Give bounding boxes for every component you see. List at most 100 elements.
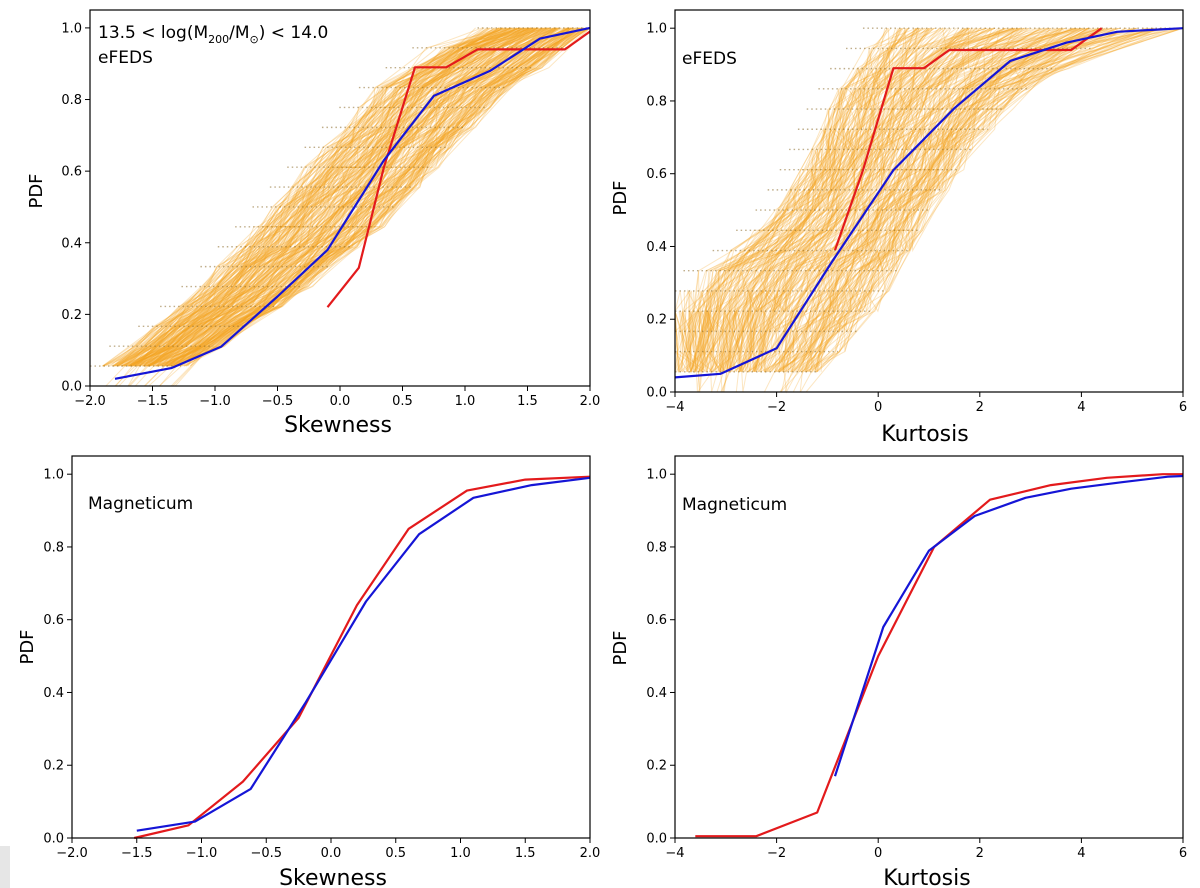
realization-line [808, 27, 1164, 373]
realization-line [115, 27, 500, 387]
realization-line [707, 27, 926, 372]
realization-line [183, 27, 589, 367]
realization-line [797, 27, 1137, 373]
realization-line [783, 27, 1073, 372]
realization-line [700, 27, 985, 373]
realization-line [116, 27, 476, 367]
realization-line [170, 27, 586, 367]
realization-line [107, 27, 505, 367]
realization-line [674, 27, 917, 372]
realization-line [698, 27, 951, 372]
realization-line [156, 27, 559, 367]
realization-line [136, 27, 530, 367]
realization-line [777, 27, 1089, 373]
realization-line [798, 27, 1051, 373]
realization-line [124, 27, 537, 367]
realization-line [163, 27, 560, 367]
realization-line [675, 28, 896, 373]
y-tick-label: 0.6 [646, 167, 667, 182]
realization-line [143, 27, 557, 387]
realization-line [117, 27, 484, 367]
realization-line [699, 27, 930, 372]
x-tick-label: −1.0 [186, 846, 218, 861]
realization-line [131, 27, 532, 367]
realization-line [771, 27, 1090, 373]
realization-line [775, 27, 1082, 372]
y-tick-label: 0.6 [646, 613, 667, 628]
realization-line [175, 27, 591, 367]
realization-line [116, 27, 501, 367]
realization-line [148, 27, 555, 367]
realization-line [128, 27, 530, 367]
panel-label: Magneticum [682, 495, 787, 515]
realization-line [765, 27, 1062, 373]
x-tick-label: 1.0 [455, 394, 476, 409]
realization-line [189, 27, 588, 367]
realization-line [816, 27, 1161, 372]
realization-line [121, 27, 504, 367]
realization-line [714, 27, 970, 372]
realization-line [128, 27, 549, 367]
realization-line [167, 27, 570, 367]
realization-line [166, 27, 585, 367]
realization-line [752, 27, 1077, 373]
realization-line [139, 27, 520, 367]
realization-line [736, 27, 1022, 373]
realization-line [130, 27, 507, 367]
realization-line [165, 27, 582, 367]
realization-line [690, 27, 978, 372]
realization-line [679, 27, 904, 372]
realization-line [760, 27, 1033, 372]
realization-line [751, 27, 1073, 373]
realization-line [137, 27, 522, 367]
realization-line [781, 27, 1091, 373]
realization-line [124, 27, 527, 367]
series-line-model [114, 26, 591, 380]
realization-line [143, 27, 533, 367]
realization-line [179, 27, 583, 367]
realization-line [728, 27, 949, 372]
page-edge-artifact [0, 846, 10, 888]
realization-line [709, 27, 940, 372]
realization-line [128, 27, 526, 367]
realization-line [148, 27, 558, 367]
realization-line [811, 27, 1150, 373]
realization-line [710, 28, 917, 372]
realization-line [120, 27, 485, 367]
y-tick-label: 0.8 [43, 540, 64, 555]
realization-line [150, 27, 557, 367]
realization-line [679, 27, 903, 372]
realization-line [775, 27, 1089, 373]
series-line-model [833, 474, 1184, 777]
y-tick-label: 0.6 [43, 613, 64, 628]
realization-line [120, 27, 518, 367]
realization-line [744, 27, 1021, 372]
realization-line [763, 27, 1051, 393]
plot-frame [674, 9, 1184, 393]
realization-line [167, 27, 567, 367]
realization-line [181, 27, 588, 367]
tick-group: −4 −2 0 2 4 6 0.0 0.2 0.4 0.6 0.8 1.0 [646, 22, 1187, 415]
realization-line [697, 27, 971, 393]
realization-line [766, 27, 1121, 373]
realization-line [778, 27, 1139, 373]
x-tick-label: 4 [1077, 400, 1085, 415]
realization-line [775, 27, 1082, 373]
realization-line [776, 27, 1084, 373]
realization-line [768, 27, 1076, 373]
realization-line [128, 27, 521, 367]
series-group [674, 27, 1184, 379]
realization-line [721, 27, 988, 372]
series-line-observed [133, 475, 591, 840]
realization-line [162, 27, 569, 367]
realization-line [700, 27, 945, 373]
realization-line [739, 27, 1026, 372]
realization-line [731, 27, 1013, 373]
realization-line [152, 27, 517, 367]
x-axis-label: Kurtosis [883, 866, 970, 888]
realization-line [165, 27, 568, 367]
tick-group: −2.0 −1.5 −1.0 −0.5 0.0 0.5 1.0 1.5 2.0 0.0 0.2 0.4… [43, 468, 600, 861]
realization-line [178, 27, 584, 367]
realization-line [116, 27, 511, 367]
realization-line [723, 27, 963, 393]
